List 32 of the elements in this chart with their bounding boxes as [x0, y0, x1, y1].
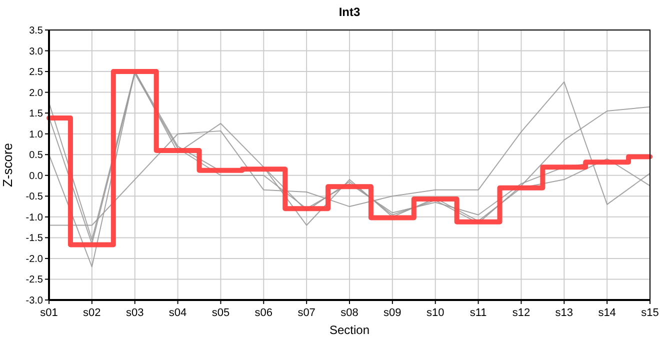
- y-tick-label: 2.0: [29, 88, 44, 99]
- y-tick-label: -1.0: [26, 212, 44, 224]
- x-tick-label: s06: [254, 307, 273, 319]
- y-tick-label: -3.0: [26, 296, 44, 306]
- y-tick-label: -2.5: [26, 274, 44, 286]
- x-tick-label: s15: [641, 307, 659, 319]
- x-axis-title: Section: [329, 323, 370, 337]
- y-tick-label: 0.0: [29, 170, 44, 182]
- y-tick-label: 3.0: [29, 46, 44, 58]
- x-tick-label: s10: [426, 307, 444, 319]
- x-tick-label: s01: [40, 307, 58, 319]
- x-tick-label: s13: [555, 307, 574, 319]
- x-tick-label: s12: [512, 307, 530, 319]
- x-tick-label: s09: [384, 307, 402, 319]
- y-tick-label: -1.5: [26, 233, 44, 244]
- x-tick-label: s07: [298, 307, 316, 319]
- y-tick-label: 2.5: [29, 67, 44, 78]
- x-tick-label: s14: [598, 307, 616, 319]
- x-tick-label: s11: [470, 307, 487, 319]
- y-tick-label: -2.0: [26, 254, 44, 265]
- y-tick-label: 0.5: [29, 150, 44, 162]
- y-tick-label: -0.5: [26, 192, 44, 203]
- y-axis-title: Z-score: [0, 142, 15, 188]
- x-tick-label: s03: [126, 307, 144, 319]
- x-tick-label: s08: [340, 307, 358, 319]
- chart-title: Int3: [338, 5, 360, 19]
- y-tick-label: 1.5: [29, 108, 44, 120]
- y-tick-label: 3.5: [29, 26, 44, 36]
- x-tick-label: s05: [212, 307, 230, 319]
- y-tick-label: 1.0: [29, 129, 44, 140]
- x-tick-label: s04: [168, 307, 187, 319]
- x-tick-label: s02: [83, 307, 101, 319]
